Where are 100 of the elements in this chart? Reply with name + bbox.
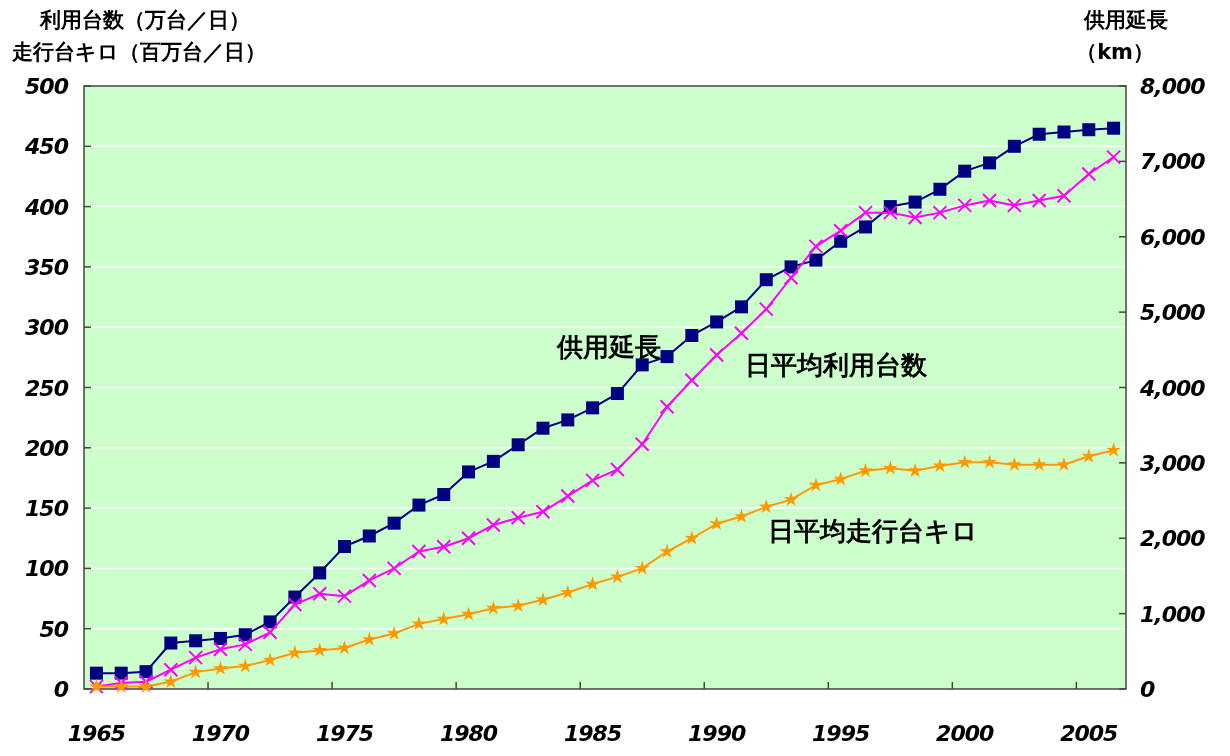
point [262, 652, 278, 667]
point [759, 273, 773, 287]
point [561, 413, 575, 427]
point [586, 401, 600, 415]
y-tick-label: 100 [25, 556, 69, 582]
point [461, 530, 477, 546]
point [138, 678, 154, 693]
series-label: 日平均利用台数 [745, 350, 928, 380]
point [510, 510, 526, 526]
point [436, 611, 452, 626]
point [585, 576, 601, 591]
point [1006, 456, 1022, 471]
point [1031, 456, 1047, 471]
y-tick-label: 450 [24, 134, 69, 160]
point [139, 665, 153, 679]
point [362, 529, 376, 543]
point [758, 499, 774, 514]
y-tick-label: 0 [53, 677, 69, 702]
point [957, 454, 973, 469]
point [609, 569, 625, 584]
point [1006, 197, 1022, 213]
series-label: 供用延長 [556, 332, 661, 362]
point [610, 387, 624, 401]
point [659, 399, 675, 415]
point [361, 572, 377, 588]
point [485, 600, 501, 615]
point [337, 588, 352, 604]
point [386, 625, 402, 640]
x-tick-label: 1980 [439, 721, 498, 746]
point [411, 616, 427, 631]
point [684, 372, 700, 388]
point [734, 508, 749, 523]
point [659, 543, 675, 558]
point [982, 454, 997, 469]
point [262, 624, 278, 640]
point [983, 156, 997, 170]
point [1082, 123, 1096, 137]
x-tick-label: 2005 [1060, 721, 1119, 746]
point [734, 300, 748, 314]
point [89, 666, 103, 680]
point [164, 636, 178, 650]
point [189, 634, 203, 648]
point [808, 238, 824, 254]
point [859, 220, 872, 234]
y2-tick-label: 1,000 [1140, 601, 1206, 627]
point [834, 234, 848, 248]
point [585, 472, 601, 488]
series-label: 日平均走行台キロ [768, 516, 978, 546]
point [461, 606, 476, 621]
point [783, 491, 799, 506]
y2-tick-label: 0 [1140, 677, 1155, 702]
point [536, 421, 550, 435]
point [808, 477, 824, 492]
point [338, 540, 351, 554]
point [387, 516, 401, 530]
y2-tick-label: 7,000 [1140, 149, 1206, 175]
point [1056, 188, 1072, 204]
y-tick-label: 250 [25, 375, 69, 401]
y-tick-label: 200 [25, 435, 69, 461]
x-tick-label: 1965 [67, 721, 126, 746]
point [313, 566, 327, 580]
point [882, 460, 898, 475]
point [634, 436, 650, 452]
point [511, 438, 525, 452]
point [237, 636, 253, 652]
point [213, 632, 227, 645]
point [882, 205, 898, 221]
x-tick-label: 1970 [191, 721, 250, 746]
point [609, 462, 625, 478]
y2-tick-label: 2,000 [1140, 526, 1206, 552]
x-tick-label: 1995 [812, 721, 870, 746]
point [337, 640, 352, 655]
y-tick-label: 400 [24, 194, 69, 220]
point [908, 195, 922, 209]
point [833, 471, 849, 486]
point [312, 586, 328, 602]
point [907, 209, 923, 225]
point [783, 270, 799, 286]
point [386, 560, 402, 576]
point [486, 454, 500, 468]
point [958, 164, 972, 178]
point [833, 223, 849, 239]
y-tick-label: 500 [25, 74, 69, 99]
point [858, 205, 873, 221]
y2-axis-title: 供用延長（km） [1076, 8, 1168, 64]
x-tick-label: 1985 [563, 721, 622, 746]
y2-tick-label: 6,000 [1140, 224, 1206, 250]
point [1081, 448, 1097, 463]
y2-tick-label: 3,000 [1140, 450, 1206, 476]
y2-tick-label: 8,000 [1140, 74, 1206, 99]
point [784, 260, 798, 274]
point [709, 347, 725, 363]
point [1081, 166, 1097, 182]
point [932, 205, 948, 221]
point [932, 458, 948, 473]
point [510, 597, 526, 613]
x-tick-label: 2000 [936, 721, 995, 746]
point [361, 631, 377, 646]
point [287, 645, 303, 660]
point [535, 591, 551, 607]
